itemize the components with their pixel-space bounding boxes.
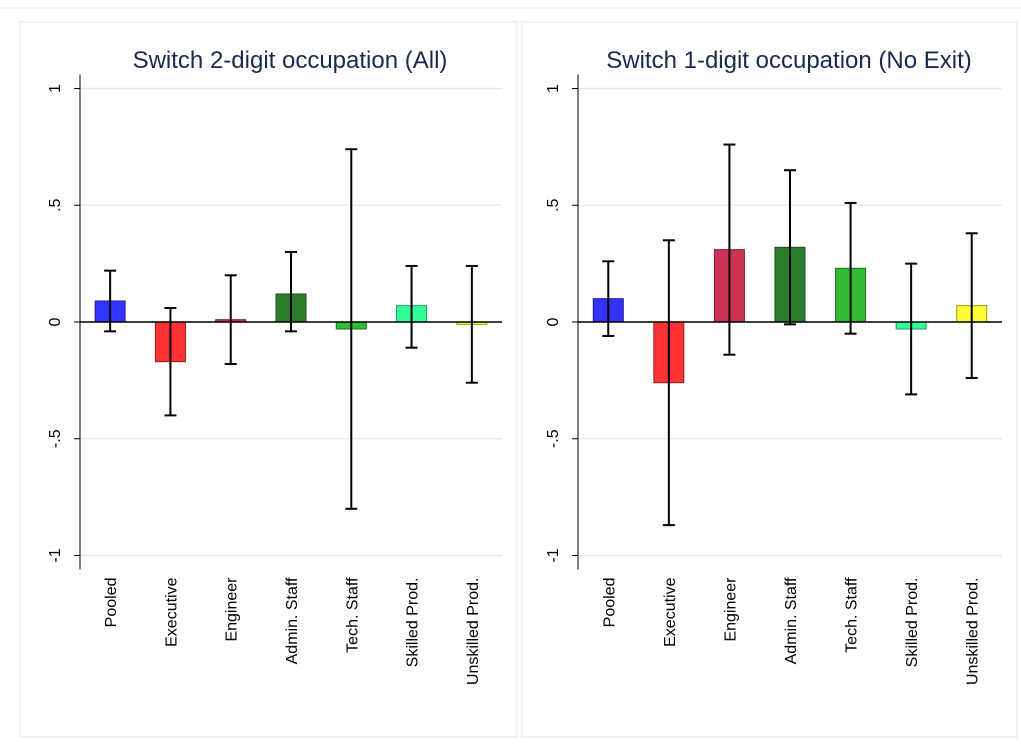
- x-tick-label: Admin. Staff: [783, 577, 800, 664]
- y-tick-label: .5: [47, 198, 64, 211]
- y-tick-label: -.5: [545, 429, 562, 448]
- y-tick-label: -.5: [47, 429, 64, 448]
- panel: [19, 21, 518, 738]
- x-tick-label: Executive: [662, 577, 679, 646]
- x-tick-label: Tech. Staff: [344, 577, 361, 653]
- y-tick-label: 0: [47, 317, 64, 326]
- chart-title: Switch 1-digit occupation (No Exit): [606, 47, 971, 74]
- x-tick-label: Skilled Prod.: [904, 578, 921, 668]
- y-tick-label: .5: [545, 198, 562, 211]
- panel: [521, 21, 1018, 738]
- x-tick-label: Engineer: [224, 577, 241, 642]
- x-tick-label: Executive: [163, 577, 180, 646]
- x-tick-label: Unskilled Prod.: [965, 578, 982, 686]
- x-tick-label: Pooled: [601, 578, 618, 628]
- y-tick-label: 0: [545, 317, 562, 326]
- y-tick-label: -1: [47, 548, 64, 562]
- x-tick-label: Skilled Prod.: [405, 578, 422, 668]
- x-tick-label: Admin. Staff: [284, 577, 301, 664]
- x-tick-label: Unskilled Prod.: [465, 578, 482, 686]
- y-tick-label: 1: [47, 84, 64, 93]
- y-tick-label: 1: [545, 84, 562, 93]
- x-tick-label: Pooled: [103, 578, 120, 628]
- x-tick-label: Engineer: [722, 577, 739, 642]
- x-tick-label: Tech. Staff: [844, 577, 861, 653]
- chart-title: Switch 2-digit occupation (All): [133, 47, 448, 74]
- y-tick-label: -1: [545, 548, 562, 562]
